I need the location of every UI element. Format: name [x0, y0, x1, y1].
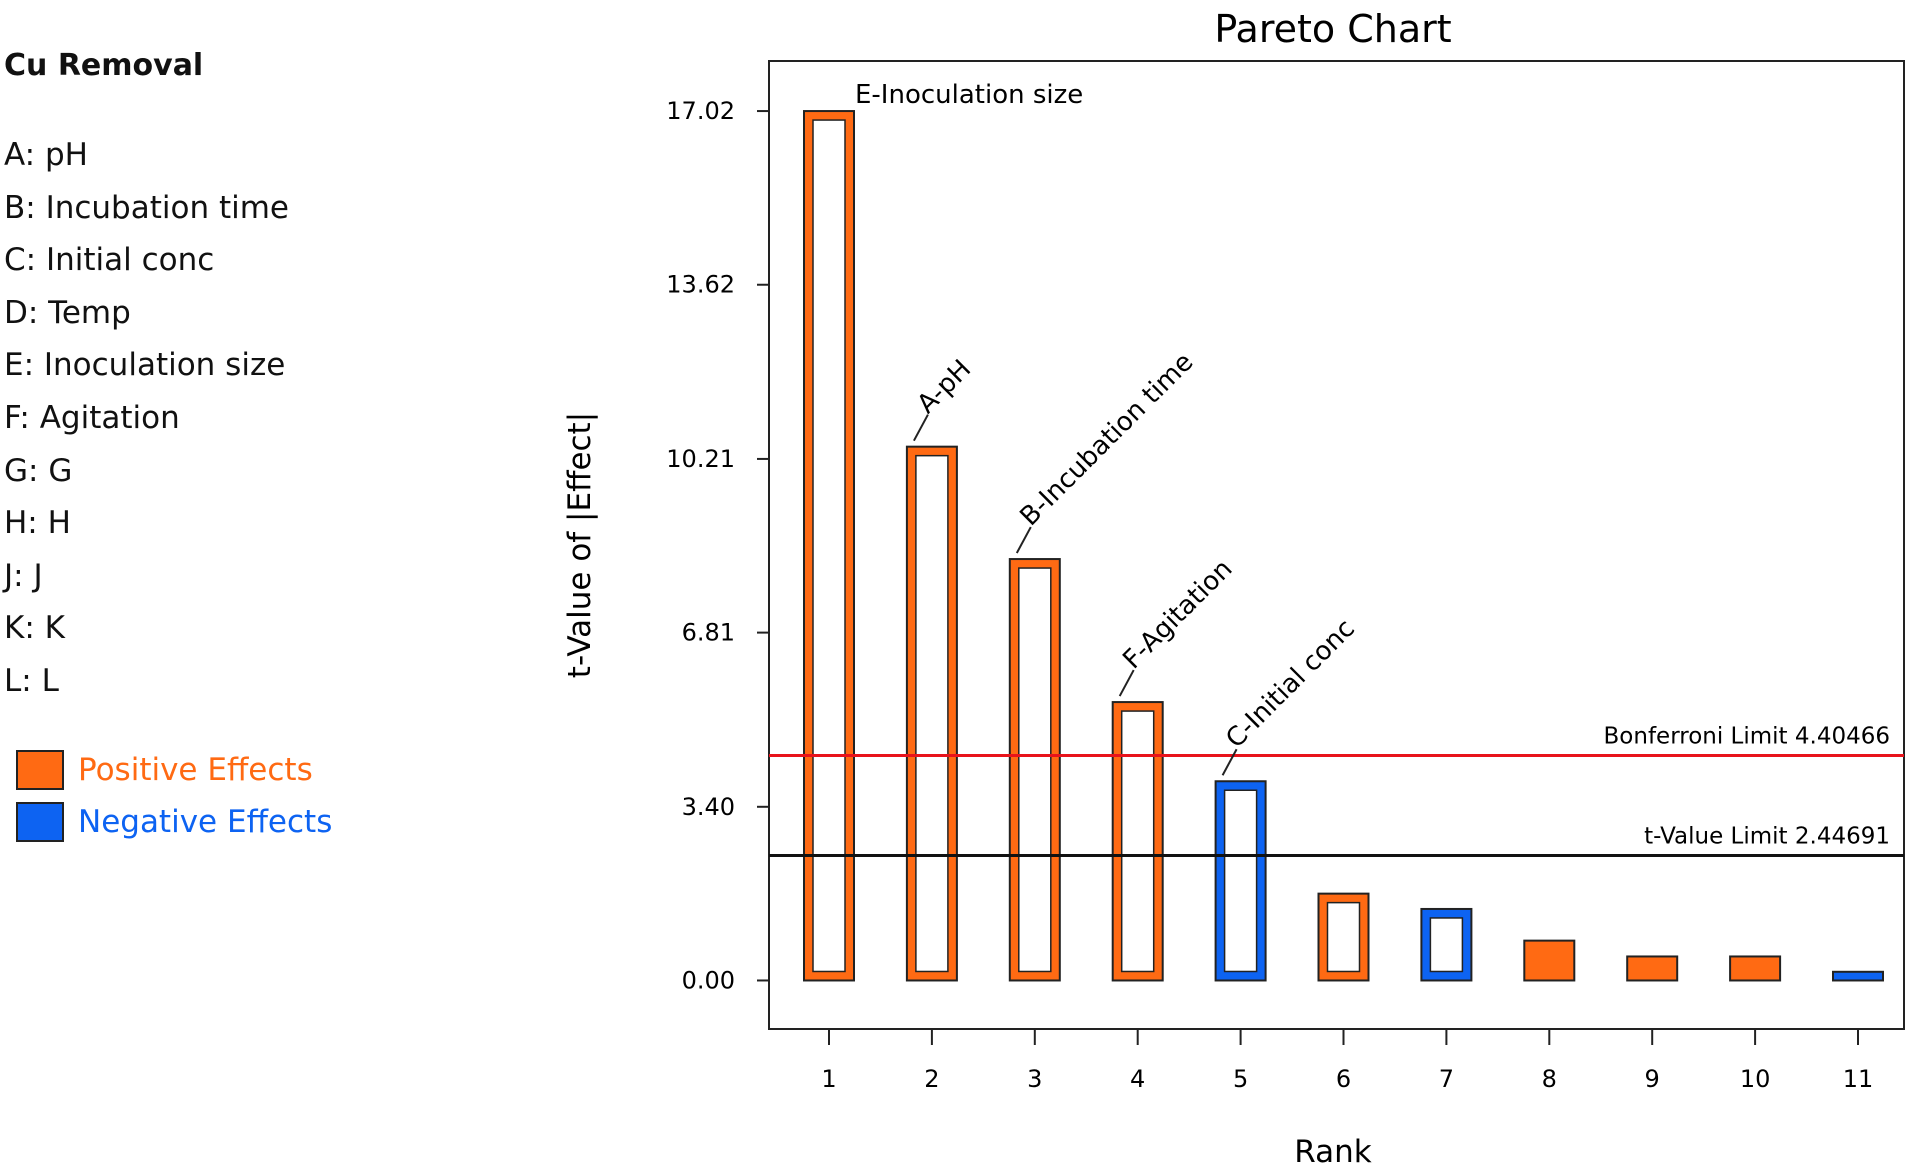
negative-effects-label: Negative Effects [78, 803, 333, 840]
factor-item: K: K [4, 610, 65, 647]
factor-item: F: Agitation [4, 399, 180, 436]
label-leader-line [1118, 669, 1135, 697]
bar-label: F-Agitation [1117, 554, 1238, 675]
x-axis-ticks: 1 2 3 4 5 6 7 8 9 10 11 [821, 1029, 1873, 1093]
y-tick-label: 6.81 [682, 619, 735, 647]
x-tick-label: 11 [1843, 1065, 1874, 1093]
y-axis-ticks: 0.00 3.40 6.81 10.21 13.62 17.02 [666, 97, 769, 994]
bar-label: B-Incubation time [1015, 347, 1200, 532]
x-axis-label: Rank [1294, 1134, 1372, 1170]
legend-negative: Negative Effects [4, 796, 444, 848]
x-tick-label: 6 [1336, 1065, 1351, 1093]
factor-item: E: Inoculation size [4, 347, 286, 384]
reference-lines: Bonferroni Limit 4.40466 t-Value Limit 2.… [769, 723, 1904, 857]
reference-line-label: t-Value Limit 2.44691 [1644, 823, 1890, 849]
x-tick-label: 3 [1027, 1065, 1042, 1093]
bar [1832, 970, 1884, 982]
factor-item: L: L [4, 662, 59, 699]
chart-title: Pareto Chart [1214, 7, 1451, 51]
bar-inner [1429, 917, 1464, 973]
y-tick-label: 17.02 [666, 97, 735, 125]
bar-label: C-Initial conc [1220, 614, 1361, 755]
factor-list: A: pH B: Incubation time C: Initial conc… [4, 135, 444, 714]
negative-swatch [16, 801, 64, 842]
factor-item: C: Initial conc [4, 242, 215, 279]
bar-label: A-pH [912, 354, 978, 420]
x-tick-label: 1 [821, 1065, 836, 1093]
x-tick-label: 5 [1233, 1065, 1248, 1093]
factor-item: B: Incubation time [4, 189, 289, 226]
effects-legend: Positive Effects Negative Effects [4, 744, 444, 848]
reference-line-label: Bonferroni Limit 4.40466 [1604, 723, 1890, 749]
factor-item: G: G [4, 452, 73, 489]
left-panel: Cu Removal A: pH B: Incubation time C: I… [4, 48, 444, 848]
y-tick-label: 13.62 [666, 271, 735, 299]
y-tick-label: 10.21 [666, 445, 735, 473]
positive-effects-label: Positive Effects [78, 751, 313, 788]
bar [1729, 955, 1782, 982]
factor-item: J: J [4, 557, 43, 594]
bars [803, 110, 1884, 982]
label-leader-line [1015, 526, 1032, 554]
factor-item: D: Temp [4, 294, 131, 331]
response-title: Cu Removal [4, 48, 204, 83]
x-tick-label: 8 [1542, 1065, 1557, 1093]
label-leader-line [913, 414, 929, 442]
label-leader-line [1221, 748, 1238, 776]
bar-inner [1018, 567, 1052, 973]
bar [1626, 955, 1679, 982]
x-tick-label: 4 [1130, 1065, 1145, 1093]
positive-swatch [16, 749, 64, 790]
x-tick-label: 10 [1740, 1065, 1771, 1093]
y-axis-label: t-Value of |Effect| [562, 412, 598, 678]
bar-inner [1326, 901, 1361, 973]
y-tick-label: 3.40 [682, 793, 735, 821]
bar [1523, 939, 1576, 982]
bar-inner [915, 454, 949, 973]
bar-label: E-Inoculation size [855, 80, 1083, 110]
legend-positive: Positive Effects [4, 744, 444, 796]
plot-frame [768, 60, 1905, 1030]
x-tick-label: 2 [924, 1065, 939, 1093]
x-tick-label: 9 [1645, 1065, 1660, 1093]
y-tick-label: 0.00 [682, 966, 735, 994]
factor-item: H: H [4, 505, 71, 542]
bar-inner [812, 119, 846, 973]
bar-inner [1223, 789, 1258, 973]
bar-inner [1120, 710, 1155, 973]
factor-item: A: pH [4, 137, 88, 173]
x-tick-label: 7 [1439, 1065, 1454, 1093]
